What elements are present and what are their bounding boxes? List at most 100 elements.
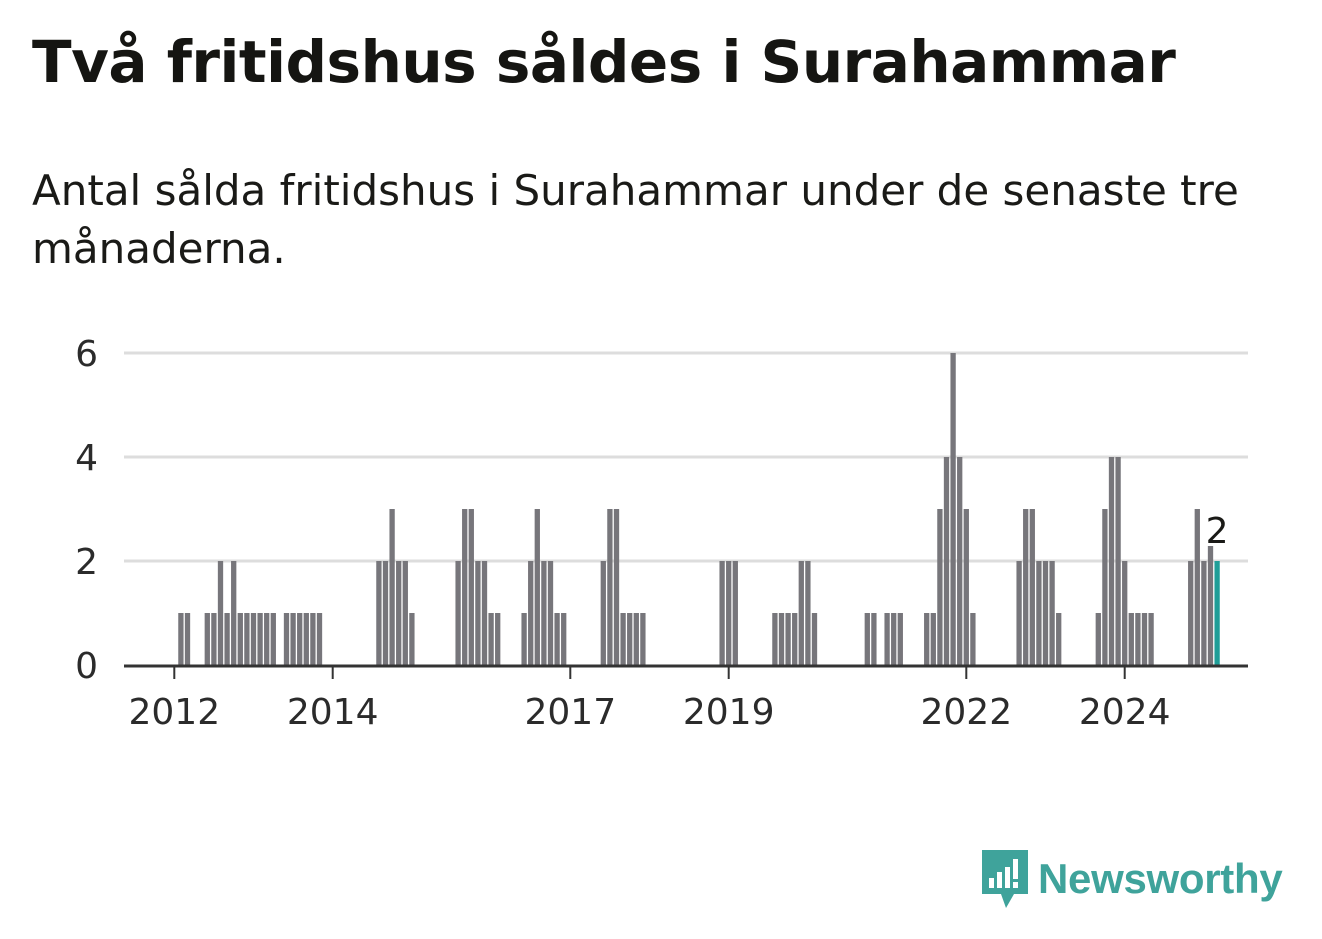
bar-157 bbox=[1188, 561, 1194, 665]
bar-21 bbox=[290, 613, 296, 665]
x-tick-label-2022: 2022 bbox=[920, 692, 1012, 733]
bar-12 bbox=[231, 561, 237, 665]
bar-95 bbox=[778, 613, 785, 665]
bar-137 bbox=[1056, 613, 1062, 665]
x-axis-labels: 2012 2014 2017 2019 2022 2024 bbox=[128, 667, 1171, 733]
bar-60 bbox=[547, 561, 554, 665]
bar-46 bbox=[455, 561, 461, 665]
bar-36 bbox=[389, 509, 395, 665]
bar-51 bbox=[488, 613, 494, 665]
bar-72 bbox=[627, 613, 633, 665]
chart-title: Två fritidshus såldes i Surahammar bbox=[32, 28, 1176, 96]
bar-136 bbox=[1049, 561, 1055, 665]
newsworthy-logo-icon bbox=[982, 850, 1028, 908]
bar-62 bbox=[561, 613, 567, 665]
bar-120 bbox=[943, 457, 950, 665]
y-tick-label-0: 0 bbox=[75, 646, 98, 687]
bar-145 bbox=[1108, 457, 1115, 665]
bar-150 bbox=[1141, 613, 1148, 665]
bar-160 bbox=[1207, 545, 1214, 665]
bar-73 bbox=[633, 613, 639, 665]
bar-131 bbox=[1016, 561, 1022, 665]
bar-146 bbox=[1115, 457, 1121, 665]
bar-111 bbox=[884, 613, 890, 665]
bar-49 bbox=[475, 561, 481, 665]
bar-124 bbox=[970, 613, 976, 665]
y-tick-label-6: 6 bbox=[75, 334, 98, 375]
bar-15 bbox=[250, 613, 257, 665]
bar-97 bbox=[792, 613, 798, 665]
bar-37 bbox=[396, 561, 402, 665]
bar-71 bbox=[620, 613, 626, 665]
bar-99 bbox=[805, 561, 811, 665]
bar-48 bbox=[468, 509, 474, 665]
bar-113 bbox=[897, 613, 903, 665]
bar-8 bbox=[204, 613, 210, 665]
bar-9 bbox=[211, 613, 217, 665]
bar-47 bbox=[462, 509, 468, 665]
bar-143 bbox=[1095, 613, 1101, 665]
bar-50 bbox=[481, 561, 488, 665]
chart-subtitle: Antal sålda fritidshus i Surahammar unde… bbox=[32, 166, 1239, 273]
bar-148 bbox=[1128, 613, 1134, 665]
value-label: 2 bbox=[1206, 511, 1229, 552]
bar-68 bbox=[600, 561, 606, 665]
bar-38 bbox=[402, 561, 408, 665]
bar-10 bbox=[217, 561, 224, 665]
bar-22 bbox=[297, 613, 303, 665]
bar-134 bbox=[1036, 561, 1042, 665]
bar-112 bbox=[891, 613, 897, 665]
bar-119 bbox=[937, 509, 943, 665]
bar-122 bbox=[957, 457, 963, 665]
bar-108 bbox=[864, 613, 870, 665]
bar-159 bbox=[1201, 561, 1207, 665]
bar-4 bbox=[178, 613, 184, 665]
bar-17 bbox=[264, 613, 270, 665]
bar-14 bbox=[244, 613, 250, 665]
bars bbox=[178, 353, 1220, 665]
x-tick-label-2012: 2012 bbox=[128, 692, 220, 733]
bar-161 bbox=[1214, 561, 1220, 665]
bar-18 bbox=[270, 613, 276, 665]
bar-24 bbox=[310, 613, 316, 665]
bar-117 bbox=[924, 613, 930, 665]
bar-25 bbox=[316, 613, 323, 665]
bar-158 bbox=[1194, 509, 1200, 665]
bar-86 bbox=[719, 561, 725, 665]
bar-16 bbox=[257, 613, 263, 665]
bar-87 bbox=[726, 561, 732, 665]
bar-34 bbox=[376, 561, 382, 665]
bar-133 bbox=[1029, 509, 1035, 665]
bar-56 bbox=[521, 613, 527, 665]
bar-20 bbox=[283, 613, 290, 665]
bar-94 bbox=[772, 613, 778, 665]
bar-39 bbox=[409, 613, 415, 665]
bar-88 bbox=[732, 561, 738, 665]
bar-57 bbox=[528, 561, 534, 665]
bar-132 bbox=[1023, 509, 1029, 665]
bar-52 bbox=[495, 613, 501, 665]
bar-59 bbox=[541, 561, 547, 665]
bar-70 bbox=[613, 509, 620, 665]
bar-135 bbox=[1042, 561, 1049, 665]
bar-123 bbox=[963, 509, 969, 665]
bar-61 bbox=[554, 613, 560, 665]
x-tick-label-2014: 2014 bbox=[287, 692, 379, 733]
bar-11 bbox=[224, 613, 230, 665]
bar-23 bbox=[303, 613, 309, 665]
bar-74 bbox=[640, 613, 646, 665]
bar-13 bbox=[237, 613, 243, 665]
bar-144 bbox=[1102, 509, 1108, 665]
y-tick-label-4: 4 bbox=[75, 438, 98, 479]
gridlines bbox=[124, 351, 1248, 563]
x-tick-label-2024: 2024 bbox=[1079, 692, 1171, 733]
bar-100 bbox=[811, 613, 818, 665]
x-tick-label-2019: 2019 bbox=[683, 692, 775, 733]
x-tick-label-2017: 2017 bbox=[524, 692, 616, 733]
bar-58 bbox=[534, 509, 540, 665]
bar-35 bbox=[382, 561, 389, 665]
bar-96 bbox=[785, 613, 791, 665]
bar-5 bbox=[184, 613, 191, 665]
bar-121 bbox=[950, 353, 956, 665]
